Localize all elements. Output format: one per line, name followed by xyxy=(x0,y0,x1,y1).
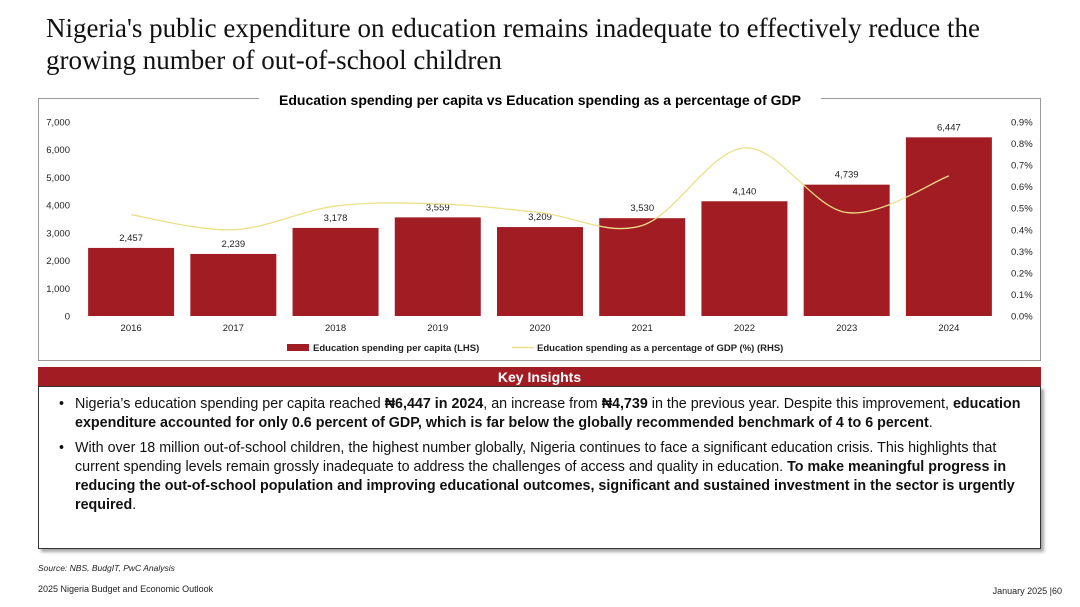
insight-text: , an increase from xyxy=(483,396,602,412)
bar-data-label: 4,140 xyxy=(733,186,757,197)
bar-data-label: 3,530 xyxy=(630,203,654,214)
y-left-tick-label: 2,000 xyxy=(46,256,70,267)
bar-data-label: 6,447 xyxy=(937,122,961,133)
y-left-tick-label: 7,000 xyxy=(46,118,70,129)
y-right-tick-label: 0.3% xyxy=(1011,247,1033,258)
insight-bullet: Nigeria’s education spending per capita … xyxy=(59,395,1028,433)
insight-text: Nigeria’s education spending per capita … xyxy=(75,396,385,412)
bar-data-label: 2,239 xyxy=(221,239,245,250)
legend-swatch-bar xyxy=(287,344,309,351)
bar-data-label: 3,178 xyxy=(324,213,348,224)
bar-data-label: 3,209 xyxy=(528,212,552,223)
line-series-gdp-share xyxy=(131,147,950,231)
legend-label-bar: Education spending per capita (LHS) xyxy=(313,343,479,354)
chart-title: Education spending per capita vs Educati… xyxy=(0,91,1080,109)
insight-bold-text: To make meaningful progress in reducing … xyxy=(75,459,1015,513)
x-tick-label: 2019 xyxy=(427,323,448,334)
footer-publication: 2025 Nigeria Budget and Economic Outlook xyxy=(38,584,214,594)
bar xyxy=(292,227,379,316)
insight-text: . xyxy=(132,497,137,513)
bar xyxy=(905,137,992,316)
insight-text: . xyxy=(928,415,933,431)
y-right-tick-label: 0.6% xyxy=(1011,182,1033,193)
insight-bold-text: ₦6,447 in 2024 xyxy=(384,396,484,412)
x-tick-label: 2024 xyxy=(938,323,959,334)
bar xyxy=(190,253,277,316)
y-left-tick-label: 4,000 xyxy=(46,201,70,212)
bar xyxy=(599,218,686,316)
y-right-tick-label: 0.4% xyxy=(1011,225,1033,236)
insight-text: in the previous year. Despite this impro… xyxy=(647,396,953,412)
insight-bullet: With over 18 million out-of-school child… xyxy=(59,439,1028,515)
bar xyxy=(497,227,583,316)
bar xyxy=(803,184,890,316)
source-note: Source: NBS, BudgIT, PwC Analysis xyxy=(38,563,175,573)
chart-title-text: Education spending per capita vs Educati… xyxy=(259,92,821,108)
insight-bold-text: ₦4,739 xyxy=(601,396,648,412)
legend-label-line: Education spending as a percentage of GD… xyxy=(537,343,783,354)
bar-data-label: 3,559 xyxy=(426,202,450,213)
insight-text: With over 18 million out-of-school child… xyxy=(75,440,997,475)
chart: 0 1,000 2,000 3,000 4,000 5,000 6,000 7,000 0.0%… xyxy=(46,118,1033,355)
x-tick-label: 2023 xyxy=(836,323,857,334)
x-tick-label: 2017 xyxy=(223,323,244,334)
y-right-tick-label: 0.7% xyxy=(1011,161,1033,172)
y-right-tick-label: 0.9% xyxy=(1011,118,1033,129)
y-right-tick-label: 0.0% xyxy=(1011,312,1033,323)
y-left-tick-label: 3,000 xyxy=(46,228,70,239)
bar xyxy=(88,247,175,316)
x-tick-label: 2016 xyxy=(121,323,142,334)
slide-title: Nigeria's public expenditure on educatio… xyxy=(46,13,980,75)
x-tick-label: 2020 xyxy=(529,323,550,334)
insights-box: Nigeria’s education spending per capita … xyxy=(38,386,1041,549)
y-left-tick-label: 1,000 xyxy=(46,284,70,295)
x-tick-label: 2018 xyxy=(325,323,346,334)
bar xyxy=(394,217,481,316)
bar xyxy=(701,201,788,316)
y-left-tick-label: 0 xyxy=(65,312,70,323)
x-tick-label: 2021 xyxy=(632,323,653,334)
footer-page-number: January 2025 |60 xyxy=(992,586,1062,596)
y-right-tick-label: 0.1% xyxy=(1011,290,1033,301)
y-right-tick-label: 0.2% xyxy=(1011,268,1033,279)
insights-list: Nigeria’s education spending per capita … xyxy=(39,387,1040,515)
insights-header: Key Insights xyxy=(38,367,1041,387)
insight-bold-text: education expenditure accounted for only… xyxy=(75,396,1021,431)
y-right-tick-label: 0.8% xyxy=(1011,139,1033,150)
bar-data-label: 2,457 xyxy=(119,233,143,244)
y-left-tick-label: 6,000 xyxy=(46,145,70,156)
y-left-tick-label: 5,000 xyxy=(46,173,70,184)
x-tick-label: 2022 xyxy=(734,323,755,334)
bar-data-label: 4,739 xyxy=(835,170,859,181)
y-right-tick-label: 0.5% xyxy=(1011,204,1033,215)
